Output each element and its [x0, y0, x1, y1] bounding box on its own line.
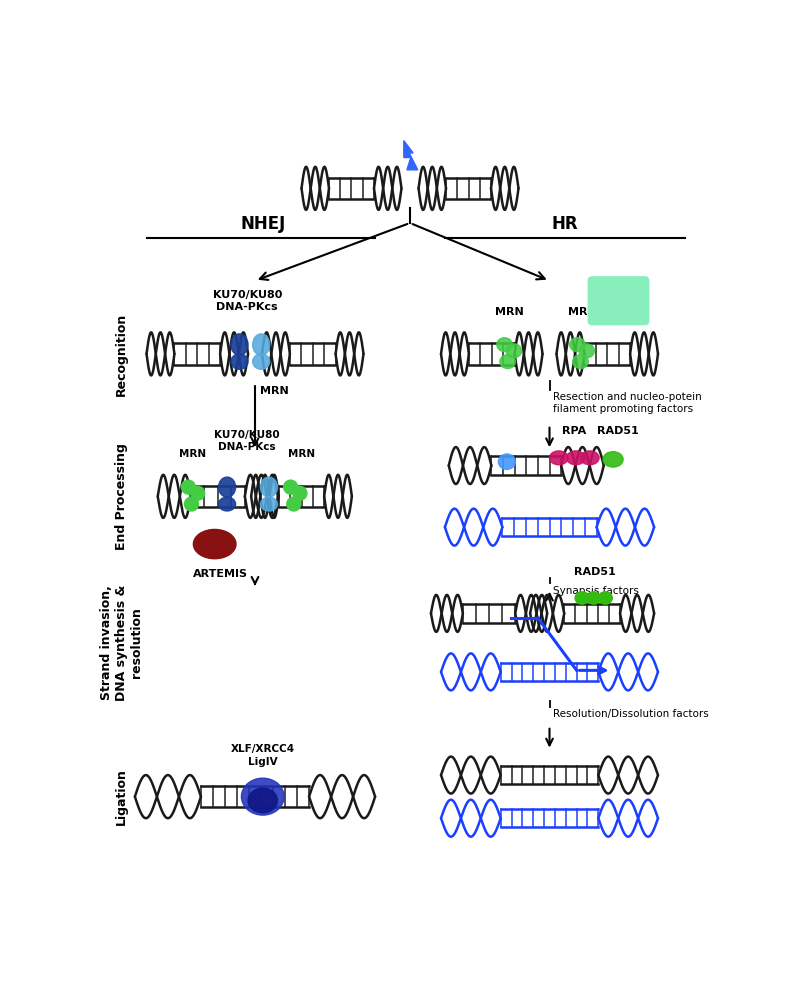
Ellipse shape: [586, 592, 601, 604]
Text: NHEJ: NHEJ: [240, 215, 286, 233]
Ellipse shape: [284, 480, 298, 494]
Text: HR: HR: [552, 215, 578, 233]
Ellipse shape: [497, 337, 512, 351]
Ellipse shape: [218, 477, 236, 497]
Text: MRN: MRN: [568, 307, 597, 316]
Text: Recognition: Recognition: [115, 312, 128, 396]
Ellipse shape: [581, 451, 599, 465]
Ellipse shape: [603, 451, 623, 467]
Ellipse shape: [182, 480, 195, 494]
Ellipse shape: [231, 354, 248, 369]
Text: XLF/XRCC4: XLF/XRCC4: [230, 744, 295, 754]
Ellipse shape: [579, 344, 594, 358]
Ellipse shape: [253, 354, 270, 369]
Text: RPA: RPA: [562, 427, 586, 436]
Ellipse shape: [218, 497, 236, 511]
Ellipse shape: [598, 592, 612, 604]
Ellipse shape: [570, 337, 585, 351]
Ellipse shape: [550, 451, 568, 465]
Ellipse shape: [242, 778, 284, 815]
Text: End Processing: End Processing: [115, 442, 128, 550]
Ellipse shape: [248, 789, 278, 812]
Text: MRN: MRN: [260, 386, 289, 396]
Text: RAD51: RAD51: [597, 427, 638, 436]
Ellipse shape: [231, 334, 248, 355]
Ellipse shape: [261, 497, 278, 511]
Ellipse shape: [566, 451, 585, 465]
Text: LigIV: LigIV: [248, 757, 278, 768]
Ellipse shape: [575, 592, 589, 604]
Text: Ligation: Ligation: [115, 768, 128, 825]
Ellipse shape: [194, 530, 236, 558]
Text: Synapsis factors: Synapsis factors: [554, 585, 639, 595]
Text: Resection and nucleo-potein
filament promoting factors: Resection and nucleo-potein filament pro…: [554, 393, 702, 414]
Ellipse shape: [190, 486, 205, 500]
Ellipse shape: [261, 477, 278, 497]
Text: RAD51: RAD51: [574, 567, 615, 577]
Text: KU70/KU80
DNA-PKcs: KU70/KU80 DNA-PKcs: [214, 431, 280, 451]
FancyBboxPatch shape: [588, 277, 649, 324]
Text: MRN: MRN: [495, 307, 523, 316]
Text: ATM: ATM: [605, 295, 633, 308]
Text: Resolution/Dissolution factors: Resolution/Dissolution factors: [554, 709, 709, 719]
Ellipse shape: [573, 355, 588, 368]
Text: MRN: MRN: [179, 449, 206, 459]
Text: KU70/KU80
DNA-PKcs: KU70/KU80 DNA-PKcs: [213, 290, 282, 311]
Ellipse shape: [253, 334, 270, 355]
Ellipse shape: [286, 497, 301, 511]
Text: ARTEMIS: ARTEMIS: [193, 569, 248, 579]
Text: Strand invasion,
DNA synthesis &
resolution: Strand invasion, DNA synthesis & resolut…: [100, 584, 143, 700]
Polygon shape: [404, 141, 418, 170]
Ellipse shape: [500, 355, 515, 368]
Ellipse shape: [185, 497, 198, 511]
Ellipse shape: [498, 454, 515, 469]
Ellipse shape: [293, 486, 307, 500]
Ellipse shape: [506, 344, 522, 358]
Text: MRN: MRN: [288, 449, 315, 459]
